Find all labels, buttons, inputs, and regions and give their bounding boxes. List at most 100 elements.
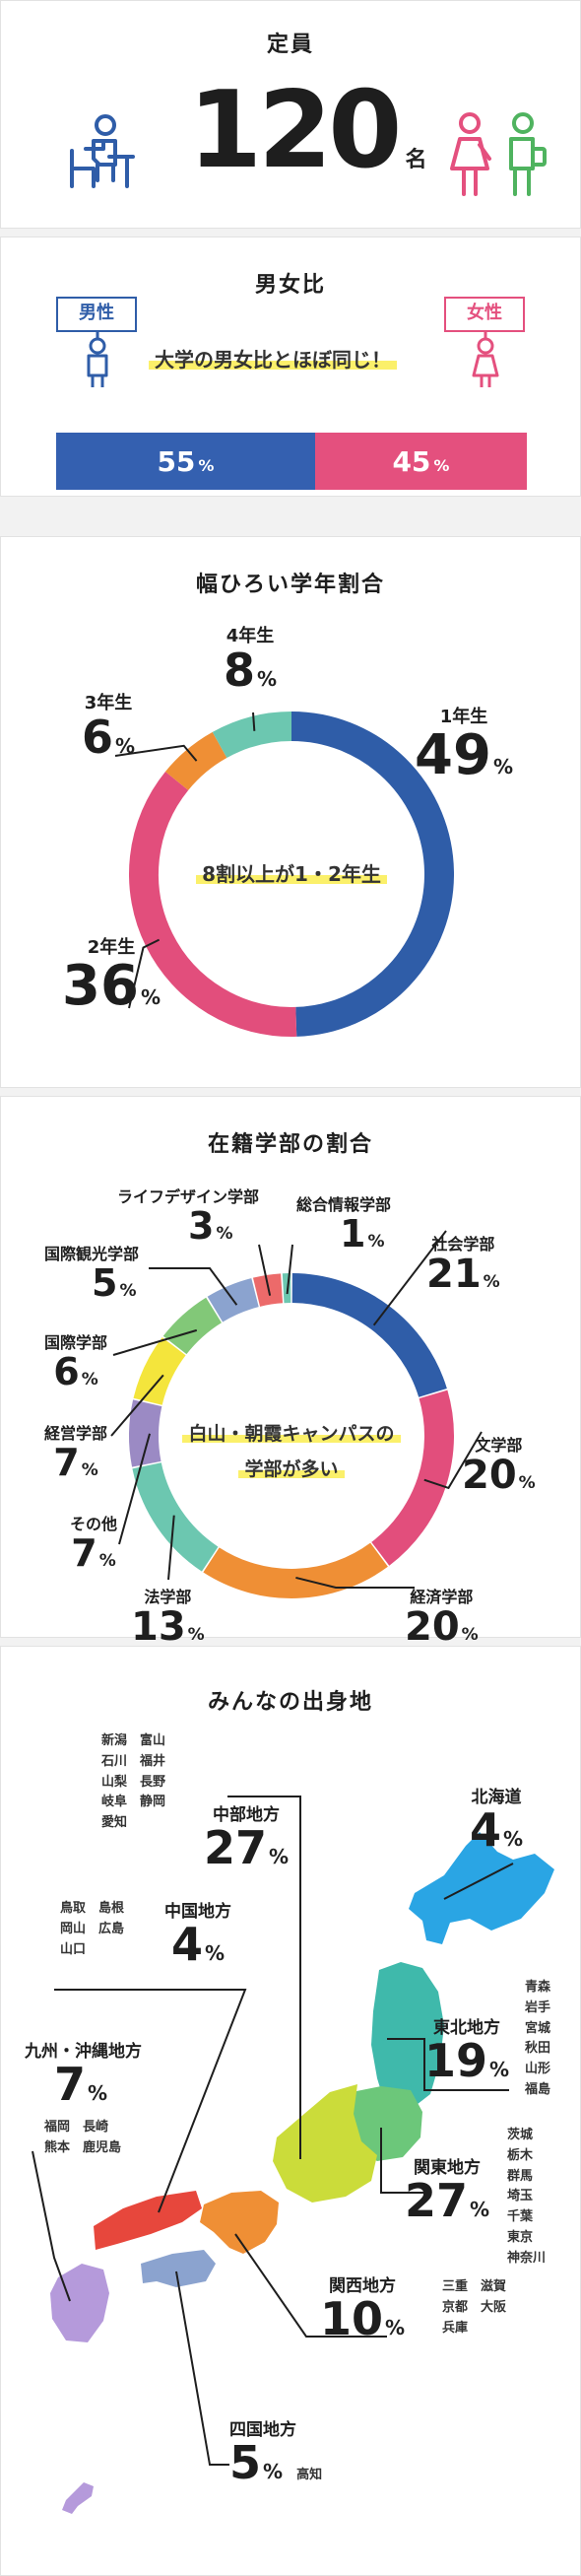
faculty-label-economics: 経済学部 20%: [405, 1584, 479, 1647]
gender-title: 男女比: [254, 273, 326, 298]
faculty-label-tourism-name: 国際観光学部: [44, 1245, 140, 1263]
gender-note: 大学の男女比とほぼ同じ！: [149, 348, 397, 372]
grade-donut-chart: [114, 712, 454, 1037]
grade-label-3-name: 3年生: [84, 693, 133, 713]
faculty-label-social-name: 社会学部: [431, 1235, 495, 1254]
region-hokkaido-name: 北海道: [471, 1788, 522, 1807]
faculty-leader-social: [372, 1230, 447, 1326]
faculty-label-lifedesign-name: ライフデザイン学部: [117, 1187, 260, 1206]
region-hokkaido-unit: %: [503, 1827, 524, 1851]
faculty-label-letters-name: 文学部: [475, 1436, 523, 1455]
region-shikoku-name: 四国地方: [229, 2420, 296, 2440]
male-value: 55: [157, 444, 196, 478]
grade-label-1-value: 49: [415, 723, 491, 787]
region-tohoku-name: 東北地方: [433, 2018, 501, 2038]
region-kanto-name: 関東地方: [414, 2158, 482, 2178]
grade-slice-2: [164, 731, 227, 791]
region-hokkaido: 北海道 4%: [470, 1783, 523, 1853]
faculty-leader-intl: [112, 1328, 198, 1356]
faculty-label-lifedesign-unit: %: [216, 1224, 233, 1244]
faculty-leader-economics: [295, 1576, 415, 1589]
map-kansai: [200, 2191, 279, 2254]
map-hokkaido: [409, 1832, 554, 1944]
faculty-label-economics-unit: %: [461, 1625, 479, 1645]
faculty-leader-other: [118, 1433, 151, 1545]
region-kansai-unit: %: [385, 2316, 406, 2339]
faculty-label-management-value: 7: [53, 1441, 80, 1484]
faculty-slice-4: [129, 1399, 162, 1467]
capacity-value: 120: [188, 69, 402, 192]
faculty-label-tourism-unit: %: [119, 1281, 137, 1301]
faculty-label-informatics-value: 1: [340, 1212, 366, 1255]
gender-note-wrap: 大学の男女比とほぼ同じ！: [149, 344, 397, 373]
faculty-slice-7: [207, 1278, 260, 1322]
faculty-label-other: その他 7%: [70, 1511, 117, 1572]
faculty-leader-lifedesign: [258, 1244, 272, 1296]
grade-leader-2: [128, 938, 161, 1009]
region-shikoku-unit: %: [263, 2460, 284, 2483]
region-kyushu-value: 7: [54, 2058, 87, 2111]
female-badge-label: 女性: [467, 303, 502, 323]
faculty-label-letters-value: 20: [462, 1453, 517, 1498]
grade-label-1: 1年生 49%: [415, 703, 513, 783]
male-icon: [509, 112, 547, 196]
leader-tohoku: [387, 2038, 509, 2091]
region-hokkaido-value: 4: [470, 1803, 502, 1857]
region-chubu-prefs: 新潟 富山 石川 福井 山梨 長野 岐阜 静岡 愛知: [101, 1733, 166, 1831]
map-chugoku: [94, 2191, 202, 2250]
grade-label-1-unit: %: [492, 755, 513, 779]
male-badge: 男性: [56, 297, 137, 332]
male-person-icon: [87, 332, 108, 387]
grade-slice-0: [290, 712, 454, 1037]
faculty-label-economics-name: 経済学部: [410, 1588, 474, 1606]
region-chugoku: 中国地方 4%: [164, 1897, 231, 1967]
leader-hokkaido: [443, 1863, 514, 1900]
region-kyushu-name: 九州・沖縄地方: [25, 2042, 142, 2062]
capacity-value-wrap: 120 名: [188, 78, 427, 184]
female-value: 45: [392, 444, 431, 478]
faculty-title: 在籍学部の割合: [207, 1132, 373, 1157]
grade-label-4-unit: %: [257, 667, 278, 691]
leader-shikoku: [175, 2271, 229, 2466]
faculty-label-social: 社会学部 21%: [426, 1231, 500, 1294]
region-chugoku-prefs: 鳥取 島根 岡山 広島 山口: [60, 1901, 125, 1957]
map-okinawa: [62, 2482, 94, 2514]
region-chubu-name: 中部地方: [213, 1805, 281, 1825]
student-desk-icon: [70, 114, 135, 188]
region-tohoku-value: 19: [424, 2034, 488, 2087]
leader-chugoku: [54, 1989, 247, 2213]
grade-leader-4: [252, 712, 256, 731]
region-kanto-unit: %: [470, 2198, 490, 2221]
female-person-icon: [472, 332, 499, 387]
faculty-center-note-wrap: 白山・朝霞キャンパスの 学部が多い: [159, 1416, 424, 1487]
faculty-slice-0: [291, 1273, 447, 1398]
region-kansai-name: 関西地方: [329, 2276, 397, 2296]
grade-center-note: 8割以上が1・2年生: [196, 862, 387, 886]
faculty-label-other-name: その他: [70, 1515, 118, 1533]
leader-kanto: [380, 2128, 430, 2194]
grade-card: 幅ひろい学年割合 8割以上が1・2年生 1年生 49% 2年生 36% 3年生 …: [0, 536, 581, 1088]
faculty-slice-5: [133, 1337, 186, 1406]
grade-slice-1: [129, 771, 297, 1037]
faculty-label-intl-name: 国際学部: [44, 1333, 108, 1352]
faculty-label-intl-unit: %: [81, 1370, 98, 1390]
faculty-leader-letters: [423, 1431, 483, 1490]
capacity-title: 定員: [266, 33, 314, 57]
faculty-label-social-value: 21: [426, 1252, 482, 1297]
region-chubu-unit: %: [269, 1845, 290, 1868]
faculty-label-management-unit: %: [81, 1460, 98, 1480]
male-badge-label: 男性: [79, 303, 114, 323]
region-chubu: 中部地方 27%: [204, 1800, 289, 1870]
leader-kyushu: [32, 2150, 71, 2302]
grade-title: 幅ひろい学年割合: [195, 573, 385, 597]
faculty-label-letters-unit: %: [518, 1473, 536, 1493]
faculty-label-law-value: 13: [131, 1604, 186, 1650]
grade-label-4-name: 4年生: [226, 626, 275, 646]
region-kansai-value: 10: [320, 2292, 384, 2345]
faculty-label-law-unit: %: [187, 1625, 205, 1645]
faculty-label-intl: 国際学部 6%: [44, 1329, 107, 1390]
faculty-label-management: 経営学部 7%: [44, 1420, 107, 1481]
region-kanto-prefs: 茨城 栃木 群馬 埼玉 千葉 東京 神奈川: [507, 2128, 547, 2266]
faculty-label-informatics: 総合情報学部 1%: [296, 1191, 391, 1253]
faculty-center-note-line2: 学部が多い: [238, 1458, 345, 1480]
